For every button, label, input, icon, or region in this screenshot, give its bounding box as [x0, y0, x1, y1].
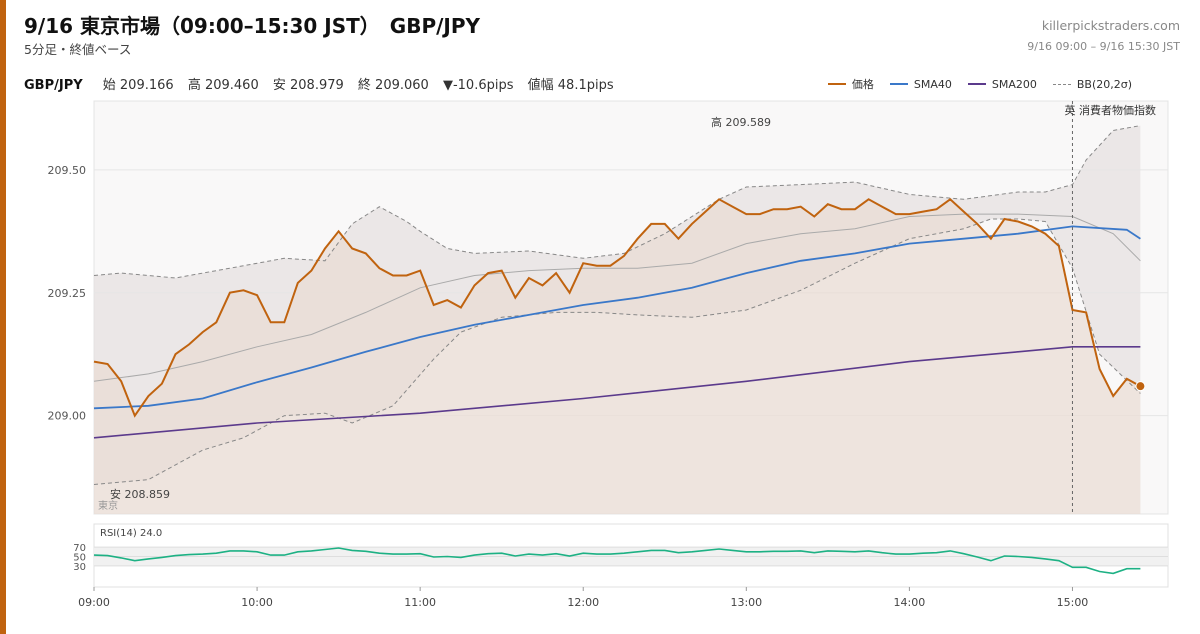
y-tick-label: 209.50 [48, 164, 87, 177]
x-tick-label: 15:00 [1057, 596, 1089, 609]
x-tick-label: 14:00 [894, 596, 926, 609]
page-subtitle: 5分足・終値ベース [24, 42, 132, 57]
page-title: 9/16 東京市場（09:00–15:30 JST） GBP/JPY [24, 14, 480, 38]
legend-price: 価格 [827, 76, 874, 92]
high-label: 高 209.589 [711, 115, 771, 129]
rsi-tick-label: 50 [73, 553, 86, 564]
x-tick-label: 11:00 [404, 596, 436, 609]
site-name: killerpickstraders.com [1041, 18, 1180, 33]
close-value: 終 209.060 [357, 78, 429, 93]
price-area-fill [94, 199, 1141, 515]
price-line [93, 198, 1141, 418]
bb-middle-line [93, 213, 1141, 382]
legend-sma200: SMA200 [967, 76, 1037, 92]
x-tick-label: 09:00 [78, 596, 110, 609]
x-tick-label: 13:00 [730, 596, 762, 609]
pair-label: GBP/JPY [24, 78, 83, 93]
rsi-tick-label: 70 [73, 543, 86, 554]
high-value: 高 209.460 [187, 78, 259, 93]
legend-swatch-sma200 [967, 83, 986, 85]
accent-bar [0, 0, 6, 634]
legend-sma40: SMA40 [889, 76, 952, 92]
range-width-value: 値幅 48.1pips [527, 78, 614, 93]
legend-bb: BB(20,2σ) [1052, 76, 1132, 92]
legend-label-price: 価格 [851, 78, 874, 91]
sma40-line [93, 225, 1141, 410]
legend-label-sma40: SMA40 [913, 77, 952, 91]
bb-lower-line [93, 218, 1141, 485]
x-tick-label: 12:00 [567, 596, 599, 609]
date-range: 9/16 09:00 – 9/16 15:30 JST [1027, 40, 1180, 53]
rsi-label: RSI(14) 24.0 [100, 528, 162, 539]
change-value: ▼-10.6pips [442, 78, 514, 93]
low-label: 安 208.859 [110, 487, 170, 501]
legend-label-bb: BB(20,2σ) [1076, 77, 1132, 91]
event-label: 英 消費者物価指数 [1064, 103, 1156, 117]
session-label: 東京 [98, 499, 118, 512]
rsi-tick-label: 30 [73, 562, 86, 573]
legend-swatch-price [827, 83, 846, 85]
low-value: 安 208.979 [272, 78, 344, 93]
y-tick-label: 209.25 [48, 287, 87, 300]
legend-swatch-bb [1052, 83, 1071, 85]
legend-swatch-sma40 [889, 83, 908, 85]
bb-upper-line [93, 125, 1141, 279]
x-tick-label: 10:00 [241, 596, 273, 609]
rsi-line [93, 547, 1141, 575]
price-last-point [1135, 381, 1146, 392]
legend-label-sma200: SMA200 [991, 77, 1037, 91]
open-value: 始 209.166 [102, 78, 174, 93]
sma200-line [93, 346, 1141, 439]
price-summary: GBP/JPY 始 209.166 高 209.460 安 208.979 終 … [24, 74, 624, 93]
y-tick-label: 209.00 [48, 410, 87, 423]
chart-legend: 価格 SMA40 SMA200 BB(20,2σ) [827, 76, 1132, 92]
